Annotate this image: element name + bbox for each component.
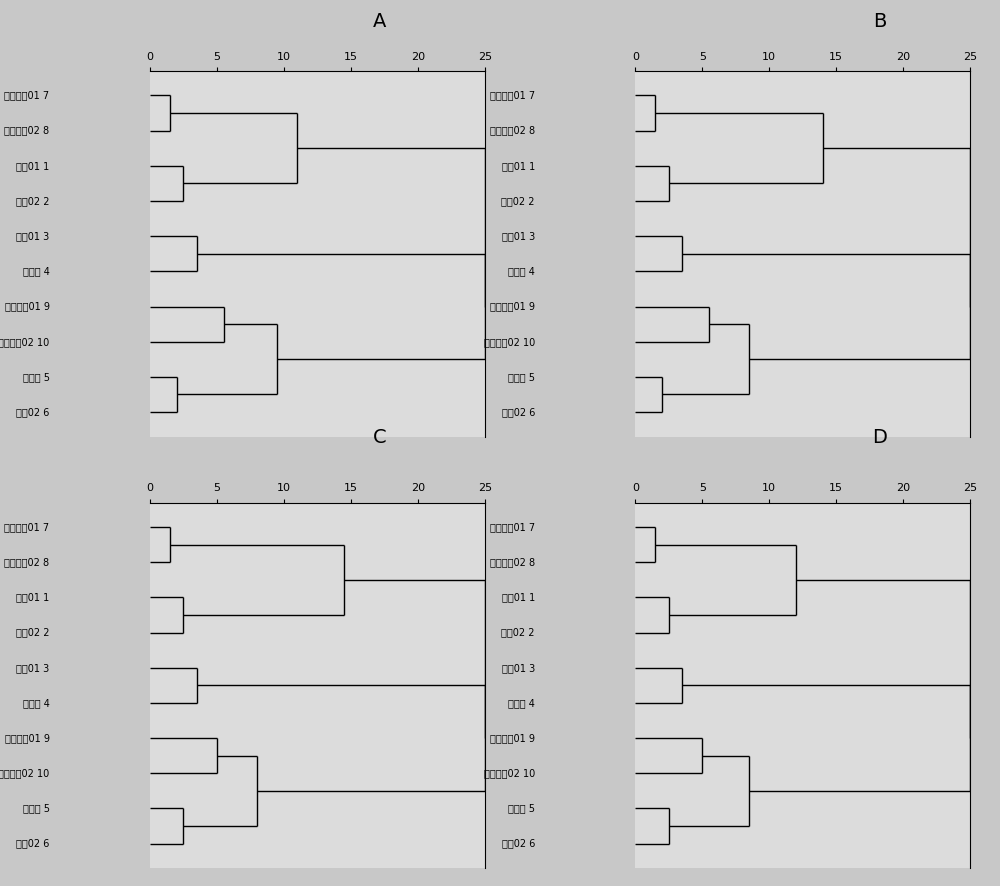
Text: 巴襷01 1: 巴襷01 1 xyxy=(16,161,50,171)
Text: 辽河01 3: 辽河01 3 xyxy=(502,663,535,672)
Text: 新疆风城02 10: 新疆风城02 10 xyxy=(484,337,535,346)
Text: 宜样吂 4: 宜样吂 4 xyxy=(508,698,535,708)
Text: 宜样吁 5: 宜样吁 5 xyxy=(508,372,535,382)
Text: 宜样吁 5: 宜样吁 5 xyxy=(23,372,50,382)
Text: 辽河01 3: 辽河01 3 xyxy=(16,231,50,241)
Text: 宜样吁 5: 宜样吁 5 xyxy=(23,804,50,813)
Text: 巴襷02 2: 巴襷02 2 xyxy=(501,196,535,206)
Text: 辽河01 3: 辽河01 3 xyxy=(16,663,50,672)
Text: 新疆风城01 9: 新疆风城01 9 xyxy=(490,733,535,743)
Text: 新疆风城02 10: 新疆风城02 10 xyxy=(484,768,535,778)
Text: 委内瑞拉02 8: 委内瑞拉02 8 xyxy=(490,557,535,567)
Text: 新疆风城01 9: 新疆风城01 9 xyxy=(490,301,535,312)
Text: 巴襷01 1: 巴襷01 1 xyxy=(502,593,535,602)
Text: 苏丮02 6: 苏丮02 6 xyxy=(502,407,535,417)
Text: 宜样吂 4: 宜样吂 4 xyxy=(23,698,50,708)
Text: 委内瑞拉01 7: 委内瑞拉01 7 xyxy=(4,522,50,532)
Text: 辽河01 3: 辽河01 3 xyxy=(502,231,535,241)
Text: 苏丮02 6: 苏丮02 6 xyxy=(502,839,535,849)
Text: 新疆风城02 10: 新疆风城02 10 xyxy=(0,337,50,346)
Text: 委内瑞拉02 8: 委内瑞拉02 8 xyxy=(4,126,50,136)
Text: A: A xyxy=(373,12,387,31)
Text: 巴襷02 2: 巴襷02 2 xyxy=(16,627,50,638)
Text: 宜样吂 4: 宜样吂 4 xyxy=(23,267,50,276)
Text: 宜样吁 5: 宜样吁 5 xyxy=(508,804,535,813)
Text: 苏丮02 6: 苏丮02 6 xyxy=(16,407,50,417)
Text: 委内瑞拉02 8: 委内瑞拉02 8 xyxy=(4,557,50,567)
Text: 委内瑞拉01 7: 委内瑞拉01 7 xyxy=(490,90,535,100)
Text: 宜样吂 4: 宜样吂 4 xyxy=(508,267,535,276)
Text: 委内瑞拉01 7: 委内瑞拉01 7 xyxy=(4,90,50,100)
Text: 巴襷02 2: 巴襷02 2 xyxy=(16,196,50,206)
Text: 新疆风城02 10: 新疆风城02 10 xyxy=(0,768,50,778)
Text: 委内瑞拉02 8: 委内瑞拉02 8 xyxy=(490,126,535,136)
Text: 巴襷01 1: 巴襷01 1 xyxy=(502,161,535,171)
Text: 新疆风城01 9: 新疆风城01 9 xyxy=(5,733,50,743)
Text: C: C xyxy=(373,429,387,447)
Text: B: B xyxy=(873,12,887,31)
Text: 巴襷02 2: 巴襷02 2 xyxy=(501,627,535,638)
Text: 苏丮02 6: 苏丮02 6 xyxy=(16,839,50,849)
Text: 委内瑞拉01 7: 委内瑞拉01 7 xyxy=(490,522,535,532)
Text: D: D xyxy=(873,429,887,447)
Text: 巴襷01 1: 巴襷01 1 xyxy=(16,593,50,602)
Text: 新疆风城01 9: 新疆风城01 9 xyxy=(5,301,50,312)
